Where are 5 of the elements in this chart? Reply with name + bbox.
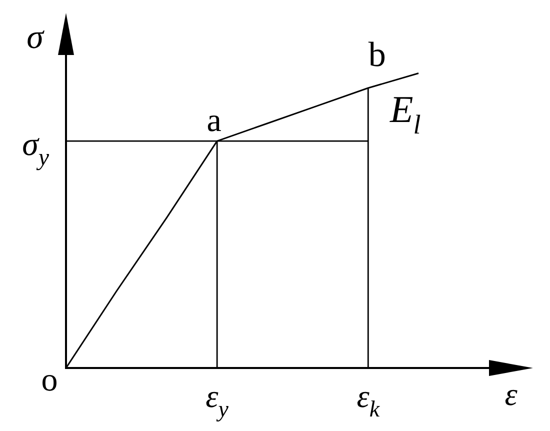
text: o <box>41 362 58 399</box>
annotation: b <box>368 35 386 74</box>
x-axis-title: ε <box>504 376 518 412</box>
y-axis-title: σ <box>26 19 45 56</box>
annotation: a <box>206 103 222 140</box>
